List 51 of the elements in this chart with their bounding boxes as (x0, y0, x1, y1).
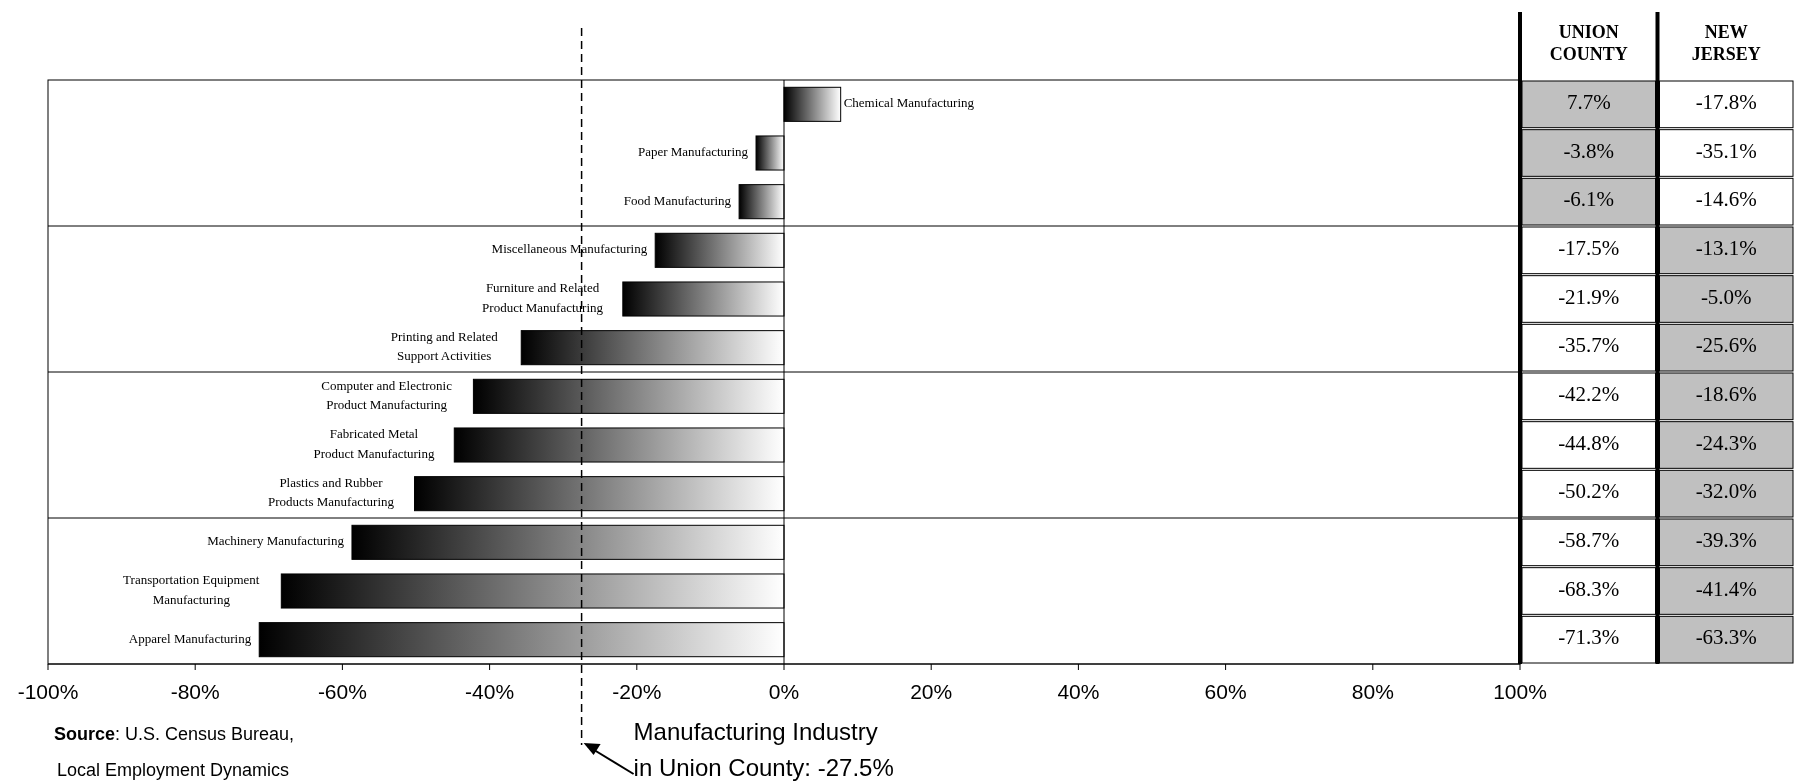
data-label: -13.1% (1695, 236, 1757, 261)
data-label: -18.6% (1695, 382, 1757, 407)
y-tick-label: Printing and Related Support Activities (390, 328, 499, 364)
x-tick-label: UNION COUNTY (1549, 22, 1628, 64)
y-tick-label: Apparel Manufacturing (128, 630, 252, 646)
y-tick-label: Machinery Manufacturing (207, 533, 345, 549)
data-label: -17.5% (1558, 236, 1620, 261)
y-tick-label: Plastics and Rubber Products Manufacturing (268, 474, 395, 510)
data-label: -25.6% (1695, 333, 1757, 358)
y-tick-label: Food Manufacturing (623, 192, 732, 208)
data-label: -41.4% (1695, 576, 1757, 601)
x-tick-label: 40% (1057, 680, 1100, 703)
y-tick-label: Transportation Equipment Manufacturing (123, 572, 260, 607)
y-tick-label: Chemical Manufacturing (843, 95, 975, 111)
x-tick-label: 60% (1204, 680, 1247, 703)
data-label: -3.8% (1563, 138, 1615, 163)
x-tick-label: -40% (465, 680, 515, 703)
data-label: 7.7% (1566, 90, 1611, 115)
x-tick-label: -60% (317, 680, 367, 703)
data-label: -58.7% (1558, 528, 1620, 553)
data-label: -68.3% (1558, 576, 1620, 601)
data-label: -63.3% (1695, 625, 1757, 650)
source-note: Source: U.S. Census Bureau, Local Employment Dynamics (54, 724, 295, 780)
data-label: -14.6% (1695, 187, 1757, 212)
y-tick-label: Paper Manufacturing (637, 143, 749, 159)
x-tick-label: NEW JERSEY (1691, 22, 1761, 64)
x-tick-label: 0% (768, 680, 800, 703)
data-label: -71.3% (1558, 625, 1620, 650)
data-label: -24.3% (1695, 430, 1757, 455)
x-tick-label: 20% (910, 680, 953, 703)
x-tick-label: -20% (612, 680, 662, 703)
data-label: -39.3% (1695, 528, 1757, 553)
x-tick-label: -80% (170, 680, 220, 703)
y-tick-label: Computer and Electronic Product Manufacturing (321, 377, 453, 413)
y-tick-label: Fabricated Metal Product Manufacturing (313, 426, 435, 461)
y-tick-label: Miscellaneous Manufacturing (491, 241, 648, 257)
data-label: -21.9% (1558, 284, 1620, 309)
data-label: -32.0% (1695, 479, 1757, 504)
data-label: -35.1% (1695, 138, 1757, 163)
data-label: -17.8% (1695, 90, 1757, 115)
data-label: -6.1% (1563, 187, 1615, 212)
data-label: -44.8% (1558, 430, 1620, 455)
x-tick-label: 100% (1493, 680, 1547, 703)
data-label: -42.2% (1558, 382, 1620, 407)
data-label: -5.0% (1700, 284, 1752, 309)
x-tick-label: 80% (1351, 680, 1394, 703)
y-tick-label: Furniture and Related Product Manufacturing (482, 280, 604, 315)
ref-line-label: Manufacturing Industry in Union County: -27.5% (633, 718, 894, 781)
x-tick-label: -100% (17, 680, 79, 703)
data-label: -50.2% (1558, 479, 1620, 504)
data-label: -35.7% (1558, 333, 1620, 358)
